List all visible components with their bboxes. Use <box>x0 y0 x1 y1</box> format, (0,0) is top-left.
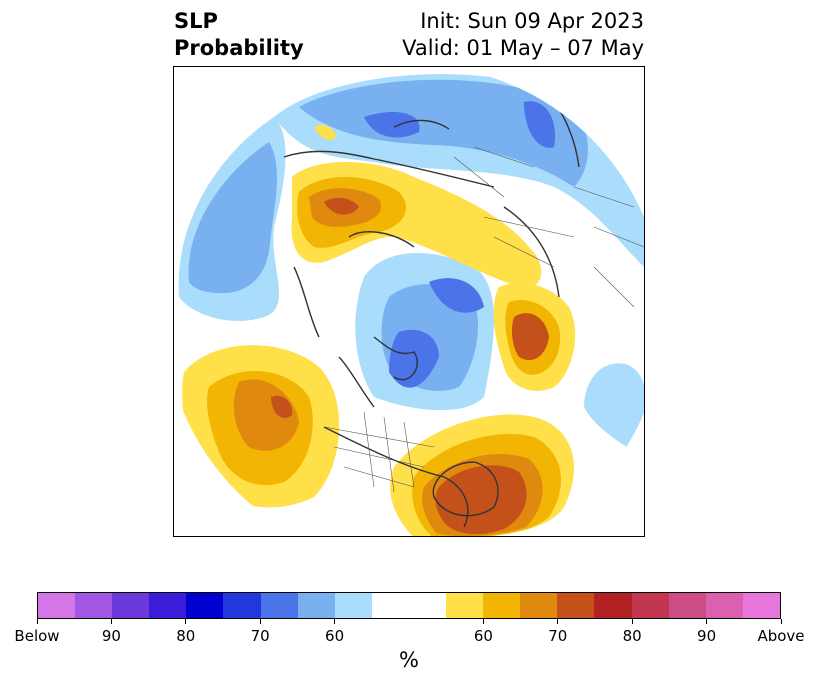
probability-map <box>174 67 644 536</box>
political-borders <box>323 146 644 493</box>
colorbar-tick-mark <box>110 619 112 624</box>
colorbar-tick-mark <box>706 619 708 624</box>
colorbar-tick-mark <box>36 619 38 624</box>
colorbar-tick-label: 70 <box>548 627 568 645</box>
forecast-dates: Init: Sun 09 Apr 2023 Valid: 01 May – 07… <box>402 8 644 62</box>
colorbar-swatch <box>186 593 224 618</box>
colorbar-tick-mark <box>185 619 187 624</box>
colorbar-swatch <box>631 593 669 618</box>
colorbar-swatch <box>223 593 261 618</box>
colorbar-tick-label: 70 <box>250 627 270 645</box>
colorbar-swatch <box>705 593 743 618</box>
colorbar-swatch <box>297 593 335 618</box>
colorbar-swatch <box>483 593 521 618</box>
colorbar-swatch <box>112 593 150 618</box>
colorbar-tick-label: 80 <box>622 627 642 645</box>
colorbar-tick-mark <box>780 619 782 624</box>
colorbar-tick-label: 80 <box>176 627 196 645</box>
colorbar-tick-mark <box>631 619 633 624</box>
colorbar-swatch <box>594 593 632 618</box>
colorbar-swatch <box>38 593 76 618</box>
colorbar-tick-mark <box>259 619 261 624</box>
above-normal-areas <box>182 125 576 536</box>
colorbar-swatch <box>446 593 484 618</box>
colorbar-tick-mark <box>482 619 484 624</box>
colorbar-swatch <box>334 593 372 618</box>
colorbar-swatch <box>149 593 187 618</box>
title-line-slp: SLP <box>174 9 218 33</box>
probability-colorbar <box>37 592 781 619</box>
colorbar-tick-label: 60 <box>325 627 345 645</box>
colorbar-tick-label: 90 <box>697 627 717 645</box>
below-normal-areas <box>178 74 644 457</box>
colorbar-unit-label: % <box>399 648 419 672</box>
colorbar-swatch <box>75 593 113 618</box>
colorbar-tick-label: Above <box>757 627 805 645</box>
colorbar-swatch <box>742 593 780 618</box>
colorbar-swatch <box>668 593 706 618</box>
init-date: Init: Sun 09 Apr 2023 <box>420 9 644 33</box>
colorbar-tick-mark <box>557 619 559 624</box>
coastlines <box>283 76 580 528</box>
colorbar-tick-label: 90 <box>101 627 121 645</box>
colorbar-swatch <box>371 593 409 618</box>
polar-map <box>173 66 645 537</box>
colorbar-swatch <box>260 593 298 618</box>
colorbar-swatch <box>520 593 558 618</box>
colorbar-tick-label: Below <box>14 627 60 645</box>
valid-range: Valid: 01 May – 07 May <box>402 36 644 60</box>
colorbar-swatch <box>408 593 447 618</box>
colorbar-tick-mark <box>334 619 336 624</box>
colorbar-tick-label: 60 <box>473 627 493 645</box>
title-line-probability: Probability <box>174 36 304 60</box>
colorbar-swatch <box>557 593 595 618</box>
map-title: SLP Probability <box>174 8 304 62</box>
